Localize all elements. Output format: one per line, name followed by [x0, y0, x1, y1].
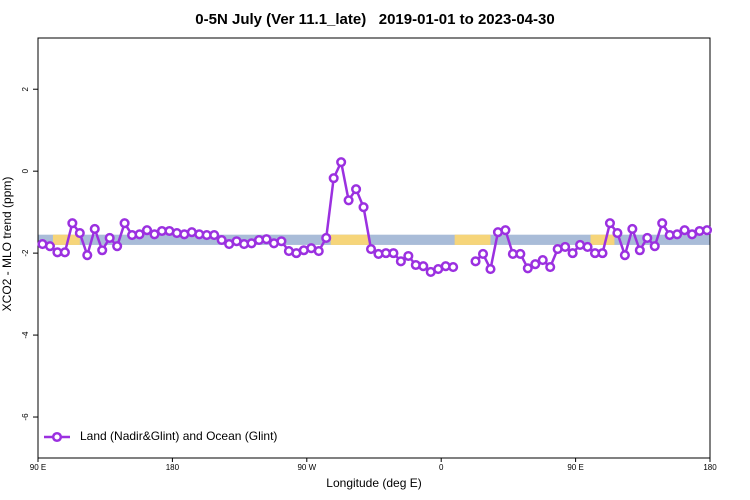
y-tick-label: -6 [21, 413, 30, 421]
data-point [261, 234, 272, 245]
x-axis-label: Longitude (deg E) [326, 476, 421, 490]
data-point [74, 227, 85, 239]
data-point [44, 241, 55, 252]
y-tick-label: -4 [21, 331, 30, 339]
data-point [477, 248, 489, 259]
data-point [679, 225, 690, 236]
y-tick-label: -2 [21, 249, 30, 257]
data-point [97, 245, 108, 256]
data-point [104, 232, 115, 244]
data-point [343, 195, 354, 206]
land-band [590, 234, 615, 245]
data-point [134, 229, 145, 240]
data-point [313, 246, 324, 257]
data-point [642, 232, 653, 244]
data-point [672, 229, 683, 240]
data-point [365, 243, 377, 255]
data-point [358, 202, 369, 213]
data-point [112, 241, 123, 252]
data-point [388, 248, 399, 259]
data-point [470, 256, 481, 267]
data-point [336, 157, 347, 168]
data-point [582, 241, 593, 253]
data-point [545, 262, 556, 273]
ocean-band [38, 234, 710, 245]
legend-marker [51, 431, 63, 443]
data-point [82, 250, 93, 261]
data-point [597, 248, 608, 259]
data-point [657, 218, 668, 229]
data-point [216, 234, 227, 246]
data-point [515, 248, 526, 259]
data-point [141, 225, 153, 236]
data-point [612, 227, 623, 239]
y-tick-label: 0 [21, 168, 30, 173]
data-point [119, 218, 130, 229]
data-point [500, 225, 511, 236]
data-point [321, 232, 332, 244]
x-tick-label: 90 E [567, 463, 583, 472]
data-point [448, 262, 459, 273]
data-point [619, 250, 630, 261]
data-point [276, 236, 287, 247]
legend-label: Land (Nadir&Glint) and Ocean (Glint) [80, 429, 277, 443]
x-tick-label: 180 [703, 463, 717, 472]
data-point [395, 256, 406, 267]
data-point [328, 173, 339, 184]
data-point [209, 230, 220, 241]
plot-frame [37, 37, 711, 459]
y-tick-label: 2 [21, 86, 30, 91]
data-point [67, 218, 78, 229]
x-tick-label: 90 E [30, 463, 46, 472]
data-point [649, 241, 660, 252]
data-point [89, 223, 100, 234]
data-point [530, 259, 541, 270]
data-point [567, 248, 578, 259]
data-point [403, 250, 414, 262]
land-band [330, 234, 370, 245]
data-point [351, 184, 362, 195]
land-band [454, 234, 491, 245]
data-point [59, 247, 70, 258]
x-tick-label: 90 W [297, 463, 316, 472]
data-point [418, 261, 429, 272]
data-point [485, 264, 496, 275]
data-point [634, 245, 645, 256]
data-point [701, 225, 713, 236]
chart-title: 0-5N July (Ver 11.1_late) 2019-01-01 to … [195, 11, 554, 28]
x-tick-label: 0 [439, 463, 444, 472]
x-tick-label: 180 [166, 463, 180, 472]
data-point [537, 255, 548, 266]
data-point [522, 263, 533, 274]
data-point [627, 223, 638, 234]
y-axis-label: XCO2 - MLO trend (ppm) [0, 177, 14, 312]
data-point [560, 241, 571, 253]
data-point [604, 218, 615, 229]
land-band [52, 234, 80, 245]
